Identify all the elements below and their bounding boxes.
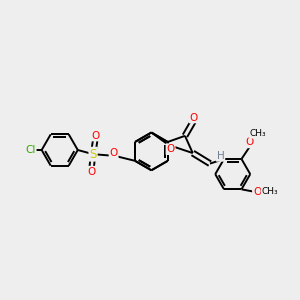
Text: O: O [91, 130, 99, 141]
Text: O: O [167, 144, 175, 154]
Text: CH₃: CH₃ [262, 187, 278, 196]
Text: O: O [190, 112, 198, 122]
Text: O: O [253, 187, 261, 196]
Text: H: H [217, 151, 224, 161]
Text: S: S [89, 148, 97, 161]
Text: CH₃: CH₃ [249, 129, 266, 138]
Text: O: O [110, 148, 118, 158]
Text: O: O [245, 137, 254, 147]
Text: O: O [88, 167, 96, 177]
Text: Cl: Cl [26, 145, 36, 155]
